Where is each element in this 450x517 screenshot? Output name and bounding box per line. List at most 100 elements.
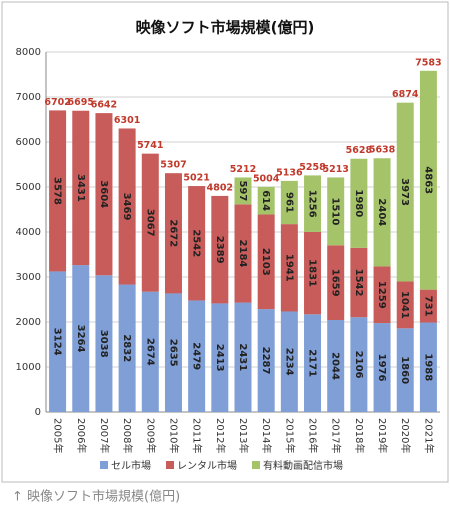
bar-segment — [350, 247, 368, 318]
bar-segment — [257, 214, 275, 310]
bar-segment — [373, 323, 391, 412]
x-tick-label: 2005年 — [52, 418, 65, 453]
bar-segment — [396, 328, 414, 412]
total-label: 5212 — [230, 164, 256, 175]
segment-label: 1256 — [307, 190, 318, 218]
bar-segment — [95, 275, 113, 412]
bar-segment — [396, 102, 414, 282]
segment-label: 2479 — [191, 342, 202, 370]
bar-segment — [304, 314, 322, 412]
segment-label: 614 — [260, 190, 271, 211]
bar-segment — [280, 180, 298, 225]
segment-label: 3431 — [75, 174, 86, 202]
segment-label: 597 — [237, 180, 248, 201]
segment-label: 3604 — [98, 180, 109, 208]
x-tick-label: 2015年 — [283, 418, 296, 453]
segment-label: 3038 — [98, 330, 109, 358]
segment-label: 3578 — [52, 177, 63, 205]
segment-label: 2171 — [307, 349, 318, 377]
segment-label: 2674 — [144, 338, 155, 366]
bar-segment — [141, 153, 159, 292]
segment-label: 2106 — [353, 351, 364, 379]
bar-segment — [234, 177, 252, 205]
total-label: 5213 — [322, 164, 348, 175]
bar-segment — [49, 271, 67, 412]
total-label: 6642 — [91, 100, 117, 111]
y-tick-label: 4000 — [16, 227, 41, 238]
y-tick-label: 3000 — [16, 272, 41, 283]
x-tick-label: 2009年 — [144, 418, 157, 453]
x-tick-label: 2016年 — [307, 418, 320, 453]
total-label: 7583 — [415, 57, 441, 68]
segment-label: 1831 — [307, 259, 318, 287]
bar-segment — [188, 186, 206, 301]
total-label: 5004 — [253, 173, 280, 184]
x-tick-label: 2017年 — [330, 418, 343, 453]
bar-segment — [419, 289, 437, 323]
bar-segment — [118, 284, 136, 412]
chart-title: 映像ソフト市場規模(億円) — [136, 19, 315, 37]
x-tick-label: 2013年 — [237, 418, 250, 453]
bar-segment — [373, 158, 391, 267]
bar-segment — [419, 70, 437, 290]
bar-segment — [327, 245, 345, 321]
bar-segment — [280, 224, 298, 312]
y-tick-label: 5000 — [16, 182, 41, 193]
segment-label: 1542 — [353, 269, 364, 297]
x-tick-label: 2012年 — [214, 418, 227, 453]
bar-segment — [95, 113, 113, 276]
segment-label: 3973 — [399, 178, 410, 206]
bar-segment — [280, 311, 298, 412]
x-tick-label: 2018年 — [353, 418, 366, 453]
x-tick-label: 2011年 — [191, 418, 204, 453]
segment-label: 1041 — [399, 291, 410, 319]
segment-label: 2672 — [167, 219, 178, 247]
bar-segment — [118, 128, 136, 285]
bar-segment — [257, 309, 275, 412]
segment-label: 2044 — [330, 352, 341, 380]
total-label: 5741 — [137, 140, 163, 151]
segment-label: 3124 — [52, 328, 63, 356]
total-label: 6702 — [44, 97, 70, 108]
segment-label: 1941 — [283, 254, 294, 282]
legend-label: セル市場 — [111, 459, 151, 472]
total-label: 5258 — [299, 162, 326, 173]
segment-label: 2635 — [167, 339, 178, 367]
y-tick-label: 2000 — [16, 317, 41, 328]
segment-label: 3067 — [144, 209, 155, 237]
y-tick-label: 1000 — [16, 362, 41, 373]
bar-segment — [49, 110, 67, 272]
bar-segment — [234, 302, 252, 412]
segment-label: 4863 — [422, 166, 433, 194]
y-tick-label: 7000 — [16, 92, 41, 103]
legend-swatch — [252, 461, 260, 469]
segment-label: 3264 — [75, 325, 86, 353]
legend-swatch — [100, 461, 108, 469]
bar-segment — [72, 265, 90, 412]
bar-segment — [164, 173, 182, 294]
x-tick-label: 2008年 — [121, 418, 134, 453]
total-label: 6301 — [114, 115, 140, 126]
segment-label: 2389 — [214, 236, 225, 264]
legend-label: レンタル市場 — [177, 459, 237, 472]
segment-label: 1510 — [330, 197, 341, 225]
bar-segment — [234, 204, 252, 303]
bar-segment — [304, 231, 322, 315]
segment-label: 2413 — [214, 344, 225, 372]
legend-swatch — [166, 461, 174, 469]
segment-label: 2103 — [260, 248, 271, 276]
caption: ↑ 映像ソフト市場規模(億円) — [12, 489, 180, 505]
bar-segment — [257, 186, 275, 215]
total-label: 5628 — [346, 145, 373, 156]
bar-segment — [350, 158, 368, 248]
bar-segment — [419, 322, 437, 412]
total-label: 5136 — [276, 167, 303, 178]
bar-segment — [211, 195, 229, 304]
total-label: 5638 — [369, 145, 396, 156]
segment-label: 2542 — [191, 229, 202, 257]
segment-label: 2287 — [260, 347, 271, 375]
y-tick-label: 6000 — [16, 137, 41, 148]
x-tick-label: 2019年 — [376, 418, 389, 453]
segment-label: 2431 — [237, 343, 248, 371]
